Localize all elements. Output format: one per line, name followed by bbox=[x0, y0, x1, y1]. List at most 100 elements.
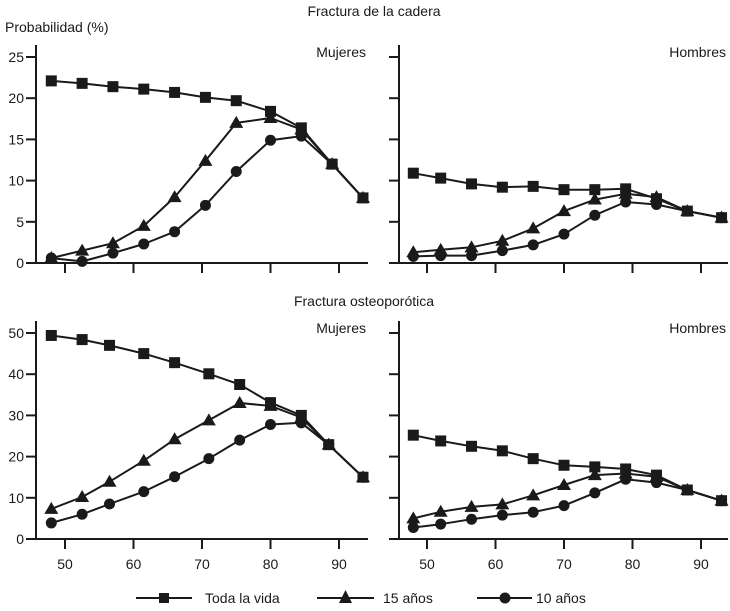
data-point-square bbox=[295, 409, 307, 421]
data-point-circle bbox=[620, 196, 632, 208]
data-point-square bbox=[234, 379, 246, 390]
data-point-circle bbox=[527, 239, 539, 251]
legend-label-10-years: 10 años bbox=[536, 590, 586, 606]
data-point-square bbox=[169, 357, 181, 369]
data-point-triangle bbox=[557, 478, 571, 491]
data-point-circle bbox=[76, 255, 88, 267]
data-point-square bbox=[716, 495, 728, 507]
data-point-triangle bbox=[75, 243, 90, 256]
data-point-square bbox=[138, 83, 150, 95]
x-tick-label: 70 bbox=[194, 556, 210, 572]
panel-label-osteo-men: Hombres bbox=[669, 320, 726, 336]
x-tick-label: 80 bbox=[263, 556, 279, 572]
data-point-circle bbox=[203, 453, 215, 465]
data-point-square bbox=[169, 86, 181, 98]
data-point-square bbox=[650, 193, 662, 205]
x-tick-label: 50 bbox=[419, 556, 435, 572]
data-point-square bbox=[323, 439, 335, 451]
data-point-triangle bbox=[232, 396, 247, 409]
data-point-square bbox=[107, 81, 119, 93]
data-point-circle bbox=[76, 508, 88, 520]
data-point-square bbox=[357, 471, 369, 483]
x-tick-label: 90 bbox=[693, 556, 709, 572]
x-tick-label: 70 bbox=[556, 556, 572, 572]
y-tick-label: 10 bbox=[8, 490, 24, 506]
panel-label-hip-men: Hombres bbox=[669, 44, 726, 60]
x-tick-label: 90 bbox=[331, 556, 347, 572]
data-point-square bbox=[407, 167, 419, 179]
legend-label-lifetime: Toda la vida bbox=[205, 590, 280, 606]
data-point-square bbox=[716, 212, 728, 224]
data-point-square bbox=[681, 484, 693, 496]
data-point-triangle bbox=[198, 153, 213, 166]
data-point-circle bbox=[558, 500, 570, 512]
data-point-triangle bbox=[167, 190, 182, 203]
data-point-triangle bbox=[136, 453, 151, 466]
data-point-square bbox=[230, 95, 242, 107]
data-point-triangle bbox=[464, 499, 479, 512]
data-point-triangle bbox=[406, 245, 421, 258]
data-point-circle bbox=[265, 134, 276, 146]
data-point-square bbox=[620, 183, 632, 195]
legend-item-lifetime: Toda la vida bbox=[136, 590, 280, 606]
x-tick-label: 60 bbox=[488, 556, 504, 572]
data-point-circle bbox=[589, 209, 601, 221]
legend-item-10-years: 10 años bbox=[477, 590, 586, 606]
data-point-circle bbox=[527, 506, 539, 518]
data-point-triangle bbox=[433, 242, 448, 255]
data-point-circle bbox=[496, 509, 508, 521]
data-point-square bbox=[589, 461, 601, 473]
row-title-osteoporotic: Fractura osteoporótica bbox=[294, 293, 434, 309]
data-point-triangle bbox=[587, 192, 602, 205]
data-point-circle bbox=[265, 418, 276, 430]
panel-osteo-women: 0 10 20 30 40 50 50 60 70 80 90 bbox=[8, 321, 370, 572]
data-point-square bbox=[265, 105, 276, 117]
data-point-circle bbox=[435, 518, 447, 530]
data-point-triangle bbox=[433, 504, 448, 517]
data-point-square bbox=[558, 459, 570, 471]
data-point-square bbox=[76, 77, 88, 89]
data-point-square bbox=[326, 158, 338, 170]
panel-label-hip-women: Mujeres bbox=[316, 44, 366, 60]
data-point-circle bbox=[589, 487, 601, 499]
data-point-circle bbox=[107, 247, 119, 259]
series-line-15-years bbox=[51, 117, 364, 260]
y-tick-label: 0 bbox=[16, 531, 24, 547]
data-point-square bbox=[620, 463, 632, 475]
y-tick-label: 5 bbox=[16, 214, 24, 230]
data-point-triangle bbox=[587, 468, 602, 481]
panel-label-osteo-women: Mujeres bbox=[316, 320, 366, 336]
legend-label-15-years: 15 años bbox=[383, 590, 433, 606]
y-tick-label: 15 bbox=[8, 131, 24, 147]
data-point-circle bbox=[496, 245, 508, 257]
data-point-circle bbox=[407, 521, 419, 533]
data-point-square bbox=[527, 180, 539, 192]
data-point-square bbox=[407, 429, 419, 441]
series-line-10-years bbox=[51, 421, 364, 524]
data-point-circle bbox=[234, 434, 246, 446]
x-tick-label: 50 bbox=[57, 556, 73, 572]
series-line-15-years bbox=[413, 472, 722, 520]
data-point-triangle bbox=[44, 251, 59, 264]
data-point-square bbox=[45, 75, 57, 87]
y-tick-label: 50 bbox=[8, 325, 24, 341]
data-point-square bbox=[496, 445, 508, 457]
x-tick-label: 80 bbox=[625, 556, 641, 572]
legend: Toda la vida 15 años 10 años bbox=[136, 590, 586, 606]
data-point-triangle bbox=[44, 501, 59, 514]
y-tick-label: 25 bbox=[8, 49, 24, 65]
data-point-square bbox=[527, 453, 539, 465]
y-tick-label: 30 bbox=[8, 407, 24, 423]
data-point-circle bbox=[169, 471, 181, 483]
data-point-square bbox=[265, 397, 276, 409]
data-point-square bbox=[435, 435, 447, 447]
legend-item-15-years: 15 años bbox=[317, 590, 433, 606]
data-point-square bbox=[650, 469, 662, 481]
data-point-square bbox=[45, 329, 57, 341]
data-point-circle bbox=[138, 486, 150, 498]
data-point-circle bbox=[230, 166, 242, 178]
series-line-15-years bbox=[413, 192, 722, 254]
data-point-square bbox=[104, 339, 116, 351]
data-point-triangle bbox=[495, 233, 510, 246]
